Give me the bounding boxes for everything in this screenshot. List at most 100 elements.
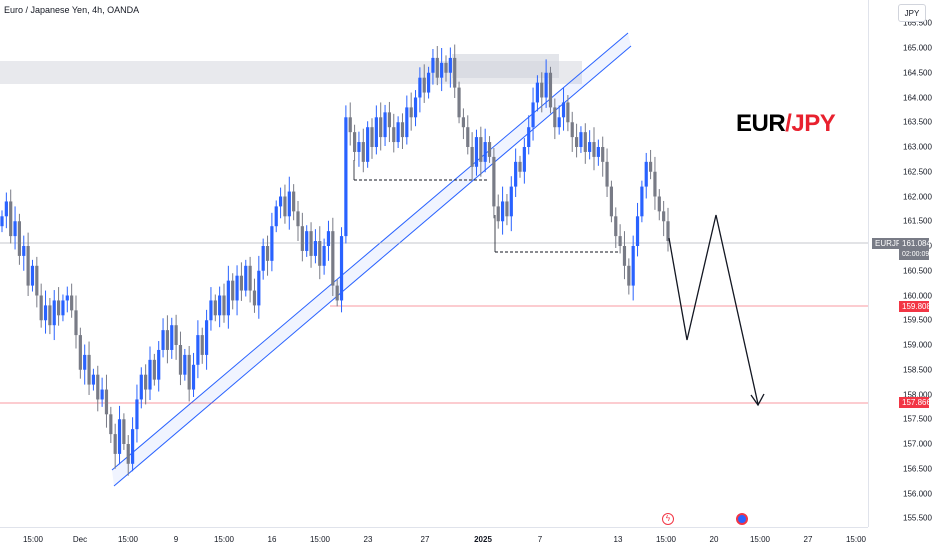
candle-body [122,419,126,444]
price-tick-label: 158.000 [903,390,932,399]
candle-body [348,117,352,133]
candle-body [457,87,461,118]
candle-body [239,275,244,291]
candle-body [52,300,56,326]
projection-arrowhead [750,393,765,407]
candle-body [100,389,104,400]
time-tick-label: 7 [537,535,543,544]
candle-body [261,246,265,271]
candle-body [78,335,82,370]
candle-body [87,354,91,385]
candle-body [318,241,322,266]
candle-body [157,349,161,380]
time-tick-label: Dec [72,535,88,544]
time-tick-label: 20 [709,535,719,544]
price-tick-label: 158.500 [903,365,932,375]
candle-body [96,374,100,400]
flag-icon[interactable] [736,513,748,525]
candle-body [326,231,331,246]
candle-body [70,295,74,311]
candle-body [9,201,13,237]
lightning-icon[interactable]: ϟ [662,513,674,525]
candle-body [635,216,640,246]
level-tag-2: 157.866 [899,397,931,408]
candle-body [505,201,509,217]
candle-body [535,82,540,103]
time-axis[interactable] [0,527,868,550]
candle-body [392,127,396,143]
candle-body [662,211,666,222]
candle-body [657,196,661,212]
candle-body [570,122,574,138]
candle-body [574,137,579,147]
price-tick-label: 159.000 [903,340,932,350]
candle-body [514,161,518,187]
candle-body [383,112,387,138]
price-tick-label: 157.000 [903,439,932,449]
channel-lower-line [113,45,632,487]
candle-body [339,236,344,301]
candle-body [435,57,439,78]
candle-body [226,280,230,316]
candle-body [278,196,283,207]
candle-body [48,305,52,326]
candle-body [148,359,152,390]
price-tick-label: 165.000 [903,43,932,53]
candle-body [61,300,65,316]
candle-body [109,414,113,435]
candle-body [540,82,544,98]
time-tick-label: 27 [420,535,430,544]
candle-body [152,359,156,380]
candle-body [444,62,448,73]
candle-body [644,161,648,187]
candle-body [296,211,300,227]
candle-body [170,325,174,350]
candle-body [213,300,217,316]
candle-body [527,127,531,147]
candle-body [492,156,496,207]
candle-body [557,117,561,128]
candle-body [509,186,513,217]
candle-body [653,171,657,197]
candle-body [561,102,566,118]
candle-body [4,201,8,217]
candle-body [309,231,313,256]
pair-label: EUR/JPY [736,110,836,138]
candle-body [270,226,274,261]
candle-body [366,127,370,162]
supply-zone-inner [452,54,559,78]
candle-body [91,374,96,385]
candle-body [174,325,178,345]
candle-body [413,97,418,118]
candle-body [344,117,348,237]
candle-body [400,122,405,138]
candle-body [648,161,653,172]
candle-body [666,221,670,242]
candle-body [104,389,109,415]
candle-body [191,364,196,390]
candle-body [500,201,505,222]
candle-body [614,216,618,237]
candle-body [322,246,326,266]
candle-body [231,280,235,301]
candle-body [553,107,557,128]
candle-body [483,142,487,162]
time-tick-label: 9 [173,535,179,544]
candle-body [257,270,261,306]
price-tick-label: 163.500 [903,117,932,127]
candle-body [292,191,296,212]
candle-body [313,241,318,256]
candle-body [631,246,635,286]
candle-body [222,295,226,316]
pair-quote: JPY [791,110,836,137]
candle-body [466,127,470,147]
time-tick-label: 15:00 [655,535,677,544]
currency-button[interactable]: JPY [898,4,926,22]
price-axis[interactable] [868,0,932,527]
candle-body [126,444,130,464]
time-tick-label: 15:00 [22,535,44,544]
candle-body [218,295,222,316]
candle-body [409,107,413,118]
